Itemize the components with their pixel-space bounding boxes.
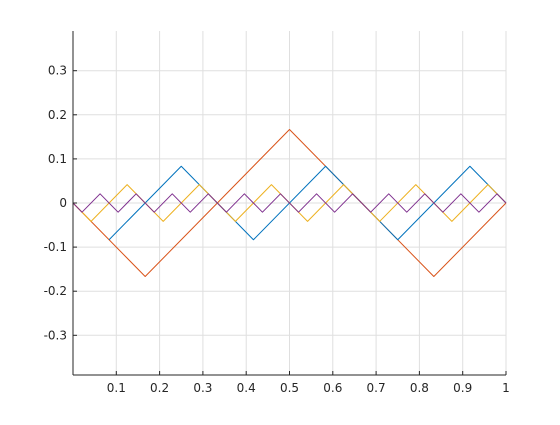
x-tick-label: 0.1	[107, 381, 126, 395]
y-tick-label: 0.2	[48, 108, 67, 122]
series-layer	[72, 128, 507, 278]
y-tick-label: 0.3	[48, 64, 67, 78]
y-tick-label: -0.3	[44, 328, 67, 342]
x-tick-label: 1	[502, 381, 510, 395]
x-tick-label: 0.2	[150, 381, 169, 395]
series-line-2	[108, 165, 507, 241]
tick-labels: 0.1 0.2 0.3 0.4 0.5 0.6 0.7 0.8 0.9 1 -0.3 -0.2 -0.1…	[44, 64, 510, 395]
series-line-4	[72, 193, 507, 213]
x-tick-label: 0.9	[453, 381, 472, 395]
series-line-1	[72, 128, 507, 278]
x-tick-label: 0.7	[367, 381, 386, 395]
x-tick-label: 0.6	[323, 381, 342, 395]
x-tick-label: 0.8	[410, 381, 429, 395]
x-tick-label: 0.4	[237, 381, 256, 395]
y-tick-label: 0.1	[48, 152, 67, 166]
axes	[72, 31, 507, 376]
y-tick-label: -0.1	[44, 240, 67, 254]
y-tick-label: -0.2	[44, 284, 67, 298]
y-tick-label: 0	[59, 196, 67, 210]
x-tick-label: 0.3	[193, 381, 212, 395]
x-tick-label: 0.5	[280, 381, 299, 395]
